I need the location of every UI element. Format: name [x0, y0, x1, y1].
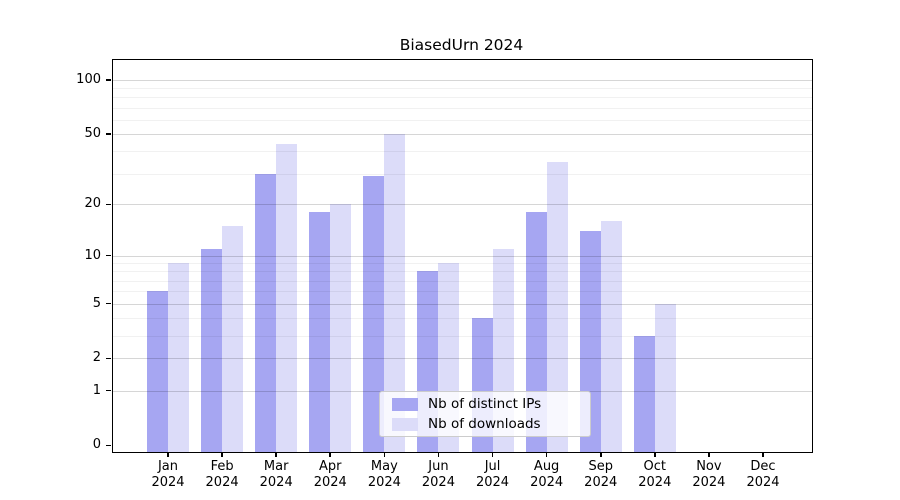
gridline-minor-60 [113, 119, 812, 121]
y-tick-label-1: 1 [92, 382, 101, 398]
y-tick-mark-50 [106, 133, 111, 135]
y-tick-mark-20 [106, 203, 111, 206]
x-tick-label-sep: Sep 2024 [584, 459, 618, 490]
x-tick-mark-nov [708, 452, 710, 457]
gridline-minor-4 [113, 317, 812, 319]
x-tick-label-mar: Mar 2024 [259, 459, 293, 490]
x-tick-mark-jun [437, 452, 440, 457]
x-tick-mark-sep [599, 452, 602, 457]
bar-downloads-oct [654, 303, 676, 452]
y-tick-label-20: 20 [84, 196, 101, 212]
bar-downloads-sep [600, 221, 622, 452]
gridline-major-10 [113, 255, 812, 257]
y-tick-label-2: 2 [92, 350, 101, 366]
gridline-minor-6 [113, 291, 812, 293]
gridline-minor-80 [113, 97, 812, 99]
bar-distinct-ips-feb [201, 248, 223, 452]
gridline-minor-9 [113, 263, 812, 265]
gridline-major-20 [113, 204, 812, 206]
y-tick-mark-2 [106, 357, 111, 360]
x-tick-label-may: May 2024 [367, 459, 401, 490]
x-tick-label-jan: Jan 2024 [151, 459, 185, 490]
legend-label-distinct-ips: Nb of distinct IPs [428, 396, 542, 412]
bar-downloads-mar [276, 144, 298, 452]
y-tick-label-50: 50 [84, 126, 101, 142]
gridline-minor-90 [113, 88, 812, 90]
chart-title: BiasedUrn 2024 [399, 36, 524, 54]
gridline-major-50 [113, 134, 812, 136]
bar-downloads-feb [222, 225, 244, 452]
x-tick-mark-oct [654, 452, 656, 457]
plot-area: Nb of distinct IPs Nb of downloads 0 1 2 5 1… [76, 59, 813, 490]
x-tick-mark-mar [275, 452, 277, 457]
bar-downloads-jan [168, 263, 189, 452]
bar-distinct-ips-apr [309, 212, 331, 452]
bar-distinct-ips-may [363, 176, 385, 452]
legend-swatch-downloads [392, 417, 418, 431]
y-tick-label-5: 5 [92, 295, 101, 311]
gridline-major-100 [113, 80, 812, 81]
bar-distinct-ips-oct [633, 335, 655, 452]
x-tick-mark-dec [762, 452, 764, 457]
bar-downloads-aug [546, 161, 568, 452]
y-tick-label-100: 100 [76, 72, 101, 87]
x-tick-label-jul: Jul 2024 [475, 459, 510, 490]
bar-distinct-ips-jan [147, 291, 168, 452]
x-tick-mark-jul [491, 452, 494, 457]
gridline-major-2 [113, 358, 812, 360]
legend: Nb of distinct IPs Nb of downloads [379, 391, 591, 437]
gridline-minor-70 [113, 107, 812, 109]
x-tick-mark-aug [545, 452, 548, 457]
gridline-minor-40 [113, 151, 812, 153]
y-tick-mark-10 [106, 254, 111, 257]
x-tick-label-oct: Oct 2024 [638, 459, 672, 490]
gridline-minor-3 [113, 335, 812, 337]
x-tick-label-nov: Nov 2024 [692, 459, 726, 490]
x-tick-label-dec: Dec 2024 [746, 459, 780, 490]
y-tick-mark-5 [106, 302, 111, 305]
x-tick-mark-apr [329, 452, 332, 457]
y-tick-mark-100 [106, 79, 111, 81]
x-tick-label-jun: Jun 2024 [421, 459, 455, 490]
x-tick-label-aug: Aug 2024 [530, 459, 564, 490]
gridline-major-5 [113, 303, 812, 305]
bar-distinct-ips-mar [255, 173, 277, 452]
y-tick-mark-1 [106, 389, 111, 392]
legend-label-downloads: Nb of downloads [428, 416, 541, 432]
y-tick-label-10: 10 [84, 247, 101, 263]
x-tick-label-apr: Apr 2024 [313, 459, 347, 490]
x-tick-label-feb: Feb 2024 [205, 459, 239, 490]
bar-downloads-may [384, 134, 406, 452]
legend-row-downloads: Nb of downloads [380, 416, 590, 432]
gridline-minor-8 [113, 271, 812, 273]
legend-row-distinct-ips: Nb of distinct IPs [380, 396, 590, 412]
bar-downloads-apr [330, 204, 352, 452]
y-tick-mark-0 [106, 444, 111, 447]
legend-swatch-distinct-ips [392, 397, 418, 411]
x-tick-mark-may [383, 452, 386, 457]
y-tick-label-0: 0 [92, 437, 101, 453]
x-tick-mark-feb [221, 452, 223, 457]
x-tick-mark-jan [167, 452, 169, 457]
gridline-minor-7 [113, 280, 812, 282]
gridline-minor-30 [113, 173, 812, 175]
